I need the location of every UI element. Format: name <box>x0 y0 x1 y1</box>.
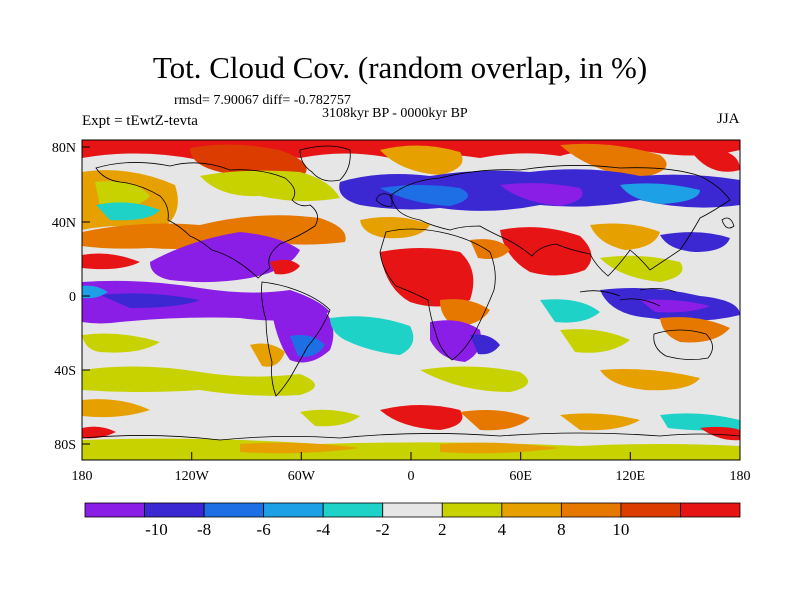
map-area <box>81 139 741 461</box>
colorbar-swatch <box>680 502 741 518</box>
lat-tick-labels: 80N 40N 0 40S 80S <box>52 141 76 453</box>
lon-tick-labels: 180 120W 60W 0 60E 120E 180 <box>72 469 751 484</box>
lon-tick-label: 180 <box>72 469 93 484</box>
experiment-label: Expt = tEwtZ-tevta <box>82 113 198 129</box>
lat-tick-label: 40S <box>54 364 76 379</box>
axis-ticks <box>81 146 741 460</box>
colorbar-label: -4 <box>316 520 331 539</box>
colorbar-swatch <box>501 502 562 518</box>
lon-tick-label: 120W <box>175 469 210 484</box>
stats-text: rmsd= 7.90067 diff= -0.782757 <box>174 93 351 108</box>
season-label: JJA <box>717 111 740 127</box>
colorbar-label: -10 <box>145 520 168 539</box>
colorbar-swatch <box>203 502 265 518</box>
colorbar-swatch <box>144 502 205 518</box>
colorbar-swatch <box>382 502 443 518</box>
colorbar-label: -8 <box>197 520 211 539</box>
colorbar-label: 2 <box>438 520 447 539</box>
colorbar-swatch <box>84 502 145 518</box>
lat-tick-label: 80N <box>52 141 76 156</box>
lat-tick-label: 80S <box>54 438 76 453</box>
lon-tick-label: 180 <box>730 469 751 484</box>
colorbar-swatch <box>620 502 681 518</box>
lat-tick-label: 40N <box>52 216 76 231</box>
colorbar-label: 8 <box>557 520 566 539</box>
colorbar-label: 10 <box>612 520 629 539</box>
lon-tick-label: 0 <box>408 469 415 484</box>
colorbar-label: 4 <box>498 520 507 539</box>
colorbar-swatch <box>322 502 384 518</box>
lon-tick-label: 60W <box>288 469 316 484</box>
coastlines <box>82 145 740 441</box>
cloud-anomaly-field <box>82 140 740 460</box>
lon-tick-label: 60E <box>509 469 532 484</box>
colorbar-swatch <box>263 502 324 518</box>
colorbar-label: -2 <box>376 520 390 539</box>
period-label: 3108kyr BP - 0000kyr BP <box>322 106 468 121</box>
colorbar-swatch <box>560 502 622 518</box>
lat-tick-label: 0 <box>69 290 76 305</box>
colorbar-swatch <box>441 502 503 518</box>
colorbar: -10 -8 -6 -4 -2 2 4 8 10 <box>84 502 741 539</box>
colorbar-label: -6 <box>257 520 271 539</box>
plot-title: Tot. Cloud Cov. (random overlap, in %) <box>152 50 648 85</box>
lon-tick-label: 120E <box>616 469 646 484</box>
